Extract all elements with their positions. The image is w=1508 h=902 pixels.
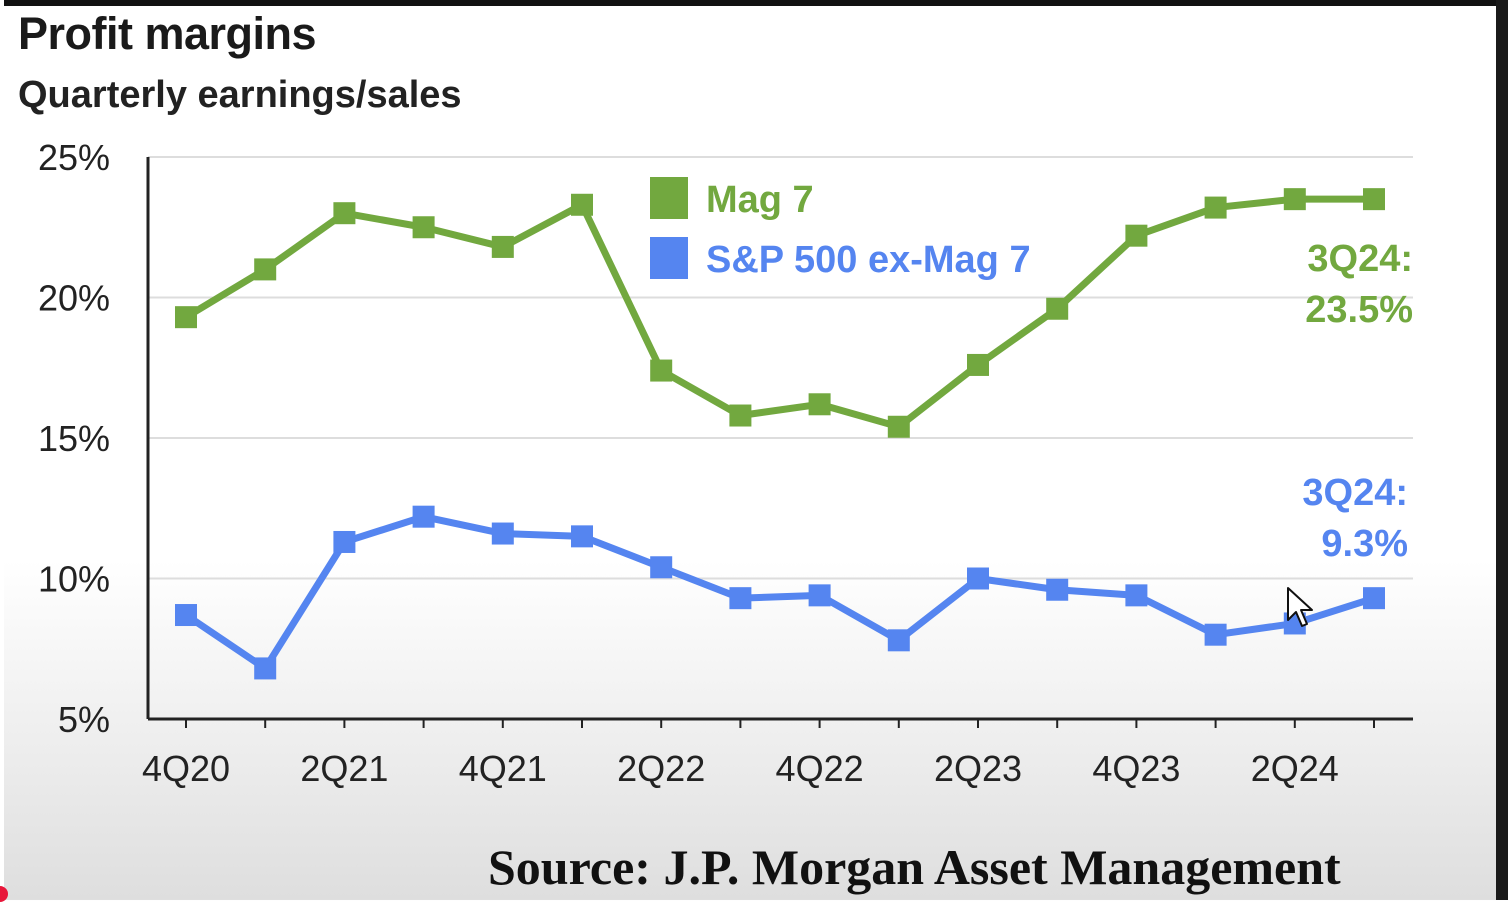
y-tick-label: 15%: [38, 418, 110, 459]
x-tick-label: 4Q20: [142, 748, 230, 789]
x-tick-label: 2Q24: [1251, 748, 1339, 789]
y-tick-label: 20%: [38, 278, 110, 319]
data-point-mag7: [491, 235, 514, 258]
data-point-mag7: [650, 359, 673, 382]
y-tick-label: 10%: [38, 559, 110, 600]
data-point-mag7: [571, 193, 593, 216]
x-tick-label: 2Q21: [300, 748, 388, 789]
x-tick-label: 4Q22: [776, 748, 864, 789]
data-point-mag7: [967, 353, 989, 376]
data-point-sp500-ex-mag7: [1125, 584, 1148, 607]
legend: Mag 7 S&P 500 ex-Mag 7: [650, 177, 1031, 281]
data-point-sp500-ex-mag7: [175, 604, 197, 627]
data-point-mag7: [254, 258, 277, 281]
data-point-sp500-ex-mag7: [491, 522, 514, 545]
top-frame-bar: [0, 0, 1508, 6]
data-point-sp500-ex-mag7: [254, 657, 277, 680]
chart-title: Profit margins: [18, 8, 317, 59]
data-point-mag7: [1204, 196, 1227, 219]
data-point-mag7: [333, 202, 356, 225]
data-point-mag7: [1125, 224, 1148, 247]
data-point-mag7: [808, 393, 831, 416]
y-tick-label: 25%: [38, 137, 110, 178]
data-point-sp500-ex-mag7: [808, 584, 831, 607]
data-point-sp500-ex-mag7: [729, 587, 752, 610]
legend-swatch-sp500-ex-mag7: [650, 237, 688, 279]
data-point-sp500-ex-mag7: [650, 556, 673, 579]
data-point-mag7: [1283, 188, 1306, 211]
right-frame-edge: [1496, 0, 1508, 900]
x-tick-label: 4Q21: [459, 748, 547, 789]
gridlines: [148, 156, 1413, 580]
data-point-mag7: [412, 216, 435, 239]
y-tick-label: 5%: [58, 699, 110, 740]
data-point-mag7: [729, 404, 752, 427]
data-point-sp500-ex-mag7: [887, 629, 910, 652]
data-point-sp500-ex-mag7: [1046, 578, 1069, 601]
data-point-sp500-ex-mag7: [412, 505, 435, 528]
series-line-sp500-ex-mag7: [184, 513, 1376, 672]
source-credit: Source: J.P. Morgan Asset Management: [488, 839, 1341, 895]
series-layer: [175, 188, 1385, 680]
x-tick-label: 2Q22: [617, 748, 705, 789]
legend-swatch-mag7: [650, 177, 688, 219]
legend-label-mag7: Mag 7: [706, 179, 814, 221]
left-frame-edge: [0, 0, 4, 900]
end-label-value-mag7: 23.5%: [1305, 289, 1413, 331]
data-point-mag7: [887, 415, 910, 438]
data-point-mag7: [1363, 188, 1385, 211]
data-point-mag7: [1046, 297, 1069, 320]
data-point-sp500-ex-mag7: [1363, 587, 1385, 610]
record-dot-icon: [0, 886, 8, 902]
series-line-mag7: [184, 195, 1374, 431]
data-point-sp500-ex-mag7: [571, 525, 593, 548]
data-point-mag7: [175, 306, 197, 329]
x-tick-label: 4Q23: [1092, 748, 1180, 789]
mouse-pointer-icon: [1286, 586, 1314, 635]
data-point-sp500-ex-mag7: [333, 530, 356, 553]
chart-subtitle: Quarterly earnings/sales: [18, 74, 462, 116]
x-tick-label: 2Q23: [934, 748, 1022, 789]
data-point-sp500-ex-mag7: [967, 567, 989, 590]
end-labels: 3Q24: 23.5% 3Q24: 9.3%: [1302, 238, 1413, 565]
axes: 5% 10% 15% 20% 25% 4Q20 2Q21 4Q21 2Q22 4Q22 2Q23 4Q…: [38, 137, 1413, 789]
end-label-period-mag7: 3Q24:: [1307, 238, 1413, 280]
data-point-sp500-ex-mag7: [1204, 623, 1227, 646]
end-label-period-sp500-ex-mag7: 3Q24:: [1302, 472, 1408, 514]
end-label-value-sp500-ex-mag7: 9.3%: [1321, 523, 1408, 565]
legend-label-sp500-ex-mag7: S&P 500 ex-Mag 7: [706, 239, 1031, 281]
